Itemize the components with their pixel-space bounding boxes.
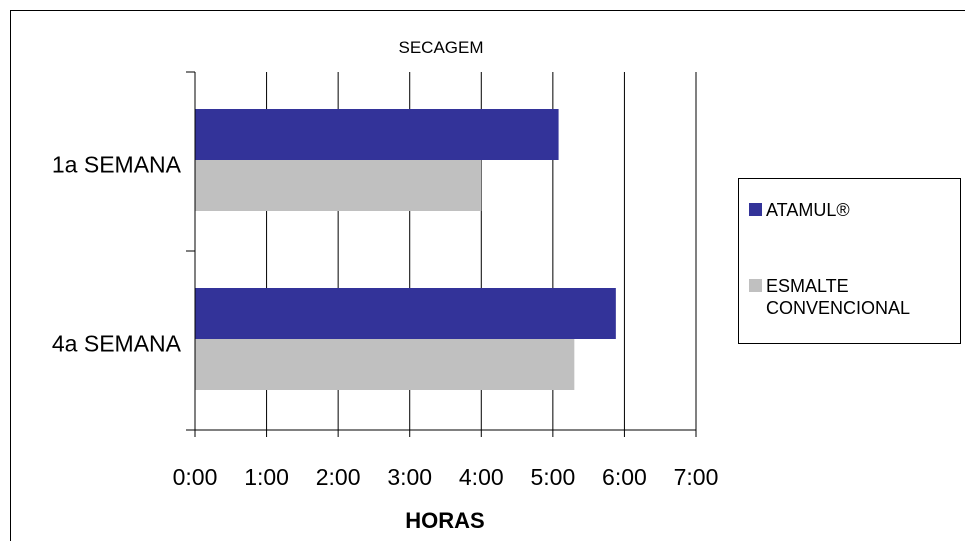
bars [195,109,616,390]
bar-esmalte-2 [195,339,575,390]
x-tick-label-7: 7:00 [674,464,719,490]
legend-item-esmalte: ESMALTE CONVENCIONAL [749,275,965,319]
x-tick-label-4: 4:00 [459,464,504,490]
chart-title: SECAGEM [398,38,483,57]
x-axis-title: HORAS [405,508,484,533]
axes [186,71,697,437]
category-label-1: 1a SEMANA [52,152,182,178]
x-tick-label-0: 0:00 [173,464,218,490]
x-tick-label-1: 1:00 [244,464,289,490]
category-label-2: 4a SEMANA [52,331,182,357]
legend: ATAMUL® ESMALTE CONVENCIONAL [738,178,961,344]
legend-label-esmalte: ESMALTE CONVENCIONAL [766,276,911,318]
bar-atamul-1 [195,109,559,160]
bar-esmalte-1 [195,160,482,211]
legend-item-atamul: ATAMUL® [749,199,965,221]
x-tick-label-5: 5:00 [530,464,575,490]
legend-swatch-atamul [749,203,762,216]
x-tick-label-3: 3:00 [387,464,432,490]
x-tick-label-2: 2:00 [316,464,361,490]
x-tick-label-6: 6:00 [602,464,647,490]
bar-atamul-2 [195,288,616,339]
legend-label-atamul: ATAMUL® [766,200,850,220]
legend-swatch-esmalte [749,279,762,292]
